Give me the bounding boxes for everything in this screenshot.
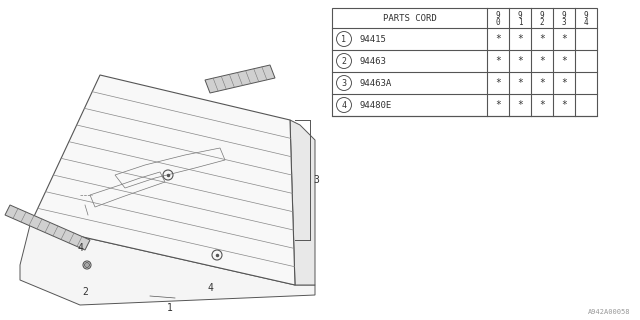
- Text: 9: 9: [496, 11, 500, 20]
- Text: *: *: [495, 78, 501, 88]
- Text: 94463: 94463: [360, 57, 387, 66]
- Text: 9: 9: [540, 11, 544, 20]
- Text: *: *: [539, 78, 545, 88]
- Bar: [332, 8, 597, 116]
- Polygon shape: [290, 120, 315, 285]
- Text: *: *: [539, 100, 545, 110]
- Text: 1: 1: [342, 35, 346, 44]
- Text: *: *: [517, 78, 523, 88]
- Text: 4: 4: [342, 100, 346, 109]
- Text: A942A00058: A942A00058: [588, 309, 630, 315]
- Polygon shape: [5, 205, 90, 250]
- Text: 1: 1: [518, 18, 522, 27]
- Polygon shape: [205, 65, 275, 93]
- Text: 9: 9: [518, 11, 522, 20]
- Polygon shape: [20, 225, 315, 305]
- Text: *: *: [517, 100, 523, 110]
- Text: *: *: [495, 34, 501, 44]
- Text: 9: 9: [562, 11, 566, 20]
- Text: *: *: [517, 56, 523, 66]
- Text: 94480E: 94480E: [360, 100, 392, 109]
- Text: *: *: [495, 100, 501, 110]
- Text: 4: 4: [77, 243, 83, 253]
- Text: *: *: [539, 34, 545, 44]
- Text: *: *: [561, 34, 567, 44]
- Circle shape: [84, 262, 90, 268]
- Text: 1: 1: [167, 303, 173, 313]
- Text: *: *: [561, 78, 567, 88]
- Text: *: *: [561, 56, 567, 66]
- Text: 4: 4: [207, 283, 213, 293]
- Text: *: *: [517, 34, 523, 44]
- Text: 2: 2: [342, 57, 346, 66]
- Text: 3: 3: [313, 175, 319, 185]
- Text: 2: 2: [82, 287, 88, 297]
- Text: 94463A: 94463A: [360, 78, 392, 87]
- Text: 9: 9: [584, 11, 588, 20]
- Text: *: *: [561, 100, 567, 110]
- Text: 2: 2: [540, 18, 544, 27]
- Text: *: *: [539, 56, 545, 66]
- Text: 4: 4: [584, 18, 588, 27]
- Text: PARTS CORD: PARTS CORD: [383, 13, 436, 22]
- Text: 0: 0: [496, 18, 500, 27]
- Polygon shape: [30, 75, 295, 285]
- Text: 94415: 94415: [360, 35, 387, 44]
- Text: 3: 3: [562, 18, 566, 27]
- Text: *: *: [495, 56, 501, 66]
- Text: 3: 3: [342, 78, 346, 87]
